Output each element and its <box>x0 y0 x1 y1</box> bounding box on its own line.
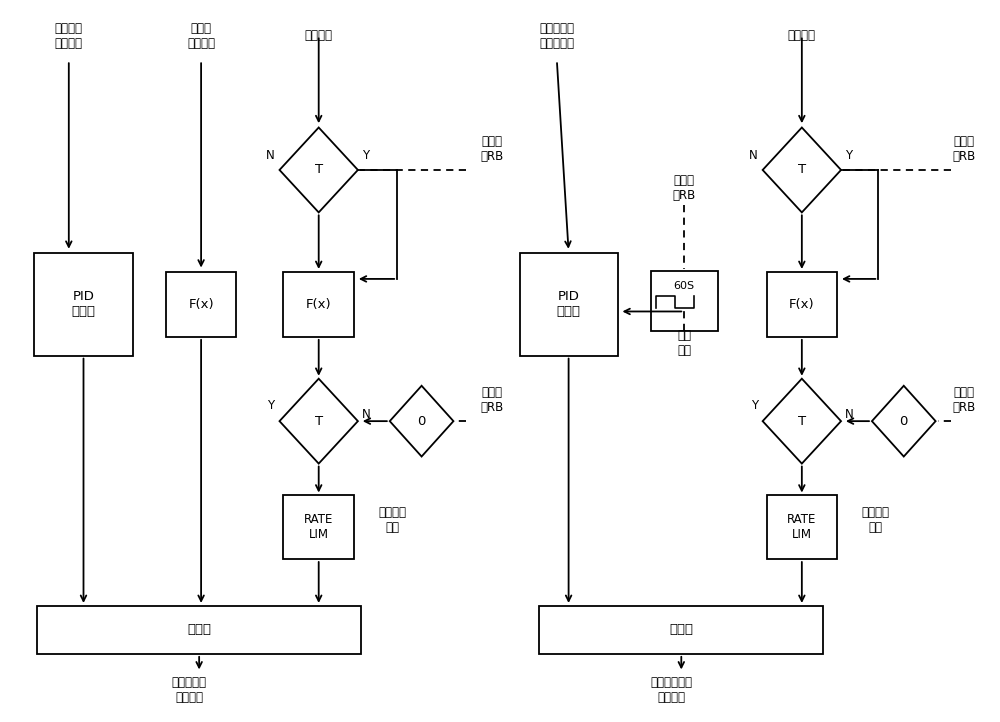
Text: N: N <box>749 149 758 162</box>
Text: 加法器: 加法器 <box>669 623 693 636</box>
Text: RATE
LIM: RATE LIM <box>787 513 817 542</box>
Text: F(x): F(x) <box>188 298 214 311</box>
Bar <box>283 272 354 337</box>
Text: T: T <box>315 414 323 427</box>
Bar <box>34 253 132 356</box>
Bar <box>767 272 837 337</box>
Polygon shape <box>872 386 936 456</box>
Text: 增压风机入
口压力偏差: 增压风机入 口压力偏差 <box>539 22 574 50</box>
Text: Y: Y <box>845 149 852 162</box>
Text: F(x): F(x) <box>789 298 815 311</box>
Text: 机组负荷: 机组负荷 <box>305 29 333 42</box>
Text: PID
调节器: PID 调节器 <box>72 290 96 318</box>
Bar <box>37 606 361 654</box>
Bar <box>651 271 718 331</box>
Text: 一次风
机RB: 一次风 机RB <box>673 174 696 201</box>
Polygon shape <box>763 128 841 212</box>
Text: T: T <box>798 414 806 427</box>
Bar <box>767 495 837 559</box>
Text: Y: Y <box>267 399 275 412</box>
Text: F(x): F(x) <box>306 298 332 311</box>
Text: 炉膛负压
控制偏差: 炉膛负压 控制偏差 <box>55 22 83 50</box>
Text: T: T <box>315 163 323 176</box>
Text: 引风机动叶
开度指令: 引风机动叶 开度指令 <box>172 676 207 704</box>
Text: 送风机
动叶开度: 送风机 动叶开度 <box>187 22 215 50</box>
Text: 增压风机动叶
开度指令: 增压风机动叶 开度指令 <box>650 676 692 704</box>
Text: 一次风
机RB: 一次风 机RB <box>953 386 976 414</box>
Text: 机组负荷: 机组负荷 <box>788 29 816 42</box>
Text: T: T <box>798 163 806 176</box>
Text: N: N <box>362 407 371 421</box>
Polygon shape <box>763 378 841 464</box>
Bar <box>520 253 618 356</box>
Bar <box>539 606 823 654</box>
Bar <box>283 495 354 559</box>
Text: RATE
LIM: RATE LIM <box>304 513 333 542</box>
Text: 一次风
机RB: 一次风 机RB <box>480 135 504 162</box>
Text: 0: 0 <box>417 414 426 427</box>
Text: Y: Y <box>362 149 369 162</box>
Text: 加法器: 加法器 <box>187 623 211 636</box>
Text: Y: Y <box>751 399 758 412</box>
Text: 保持
信号: 保持 信号 <box>677 329 691 357</box>
Bar <box>166 272 236 337</box>
Text: 一次风
机RB: 一次风 机RB <box>480 386 504 414</box>
Text: 双向速率
限制: 双向速率 限制 <box>378 506 406 534</box>
Text: PID
调节器: PID 调节器 <box>557 290 581 318</box>
Text: 0: 0 <box>900 414 908 427</box>
Text: N: N <box>266 149 275 162</box>
Polygon shape <box>280 378 358 464</box>
Text: N: N <box>845 407 854 421</box>
Polygon shape <box>390 386 453 456</box>
Text: 60S: 60S <box>674 281 695 291</box>
Text: 双向速率
限制: 双向速率 限制 <box>862 506 890 534</box>
Text: 一次风
机RB: 一次风 机RB <box>953 135 976 162</box>
Polygon shape <box>280 128 358 212</box>
